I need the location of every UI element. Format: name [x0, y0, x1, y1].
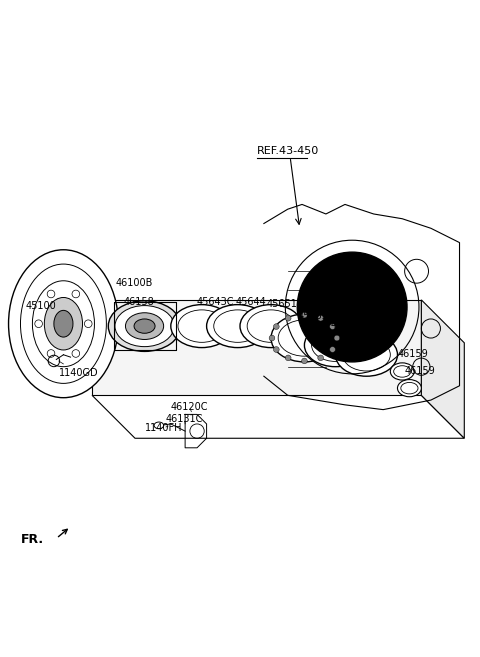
- Text: 45651C: 45651C: [266, 299, 304, 309]
- Text: 45100: 45100: [25, 302, 56, 311]
- Text: 46159: 46159: [397, 349, 428, 359]
- Ellipse shape: [397, 380, 421, 397]
- Text: FR.: FR.: [21, 533, 44, 546]
- Ellipse shape: [115, 306, 174, 347]
- Ellipse shape: [44, 298, 83, 350]
- Circle shape: [285, 315, 291, 321]
- Ellipse shape: [125, 313, 164, 340]
- Ellipse shape: [271, 314, 338, 362]
- Ellipse shape: [240, 305, 302, 348]
- Ellipse shape: [390, 363, 414, 380]
- Ellipse shape: [336, 333, 397, 376]
- Text: 46159: 46159: [405, 366, 435, 376]
- Ellipse shape: [206, 305, 269, 348]
- Ellipse shape: [9, 250, 118, 397]
- Circle shape: [274, 324, 279, 329]
- Ellipse shape: [108, 301, 181, 351]
- Circle shape: [330, 347, 336, 352]
- Circle shape: [274, 347, 279, 352]
- Text: 46158: 46158: [123, 297, 154, 307]
- Circle shape: [334, 335, 340, 341]
- Circle shape: [301, 358, 307, 364]
- Text: 46131C: 46131C: [166, 413, 204, 424]
- Text: 45643C: 45643C: [197, 297, 235, 307]
- Text: 45651B: 45651B: [362, 330, 399, 340]
- Ellipse shape: [114, 305, 176, 348]
- Circle shape: [318, 315, 324, 321]
- Polygon shape: [92, 300, 421, 396]
- FancyArrowPatch shape: [59, 530, 67, 537]
- Text: 1140FH: 1140FH: [144, 423, 182, 433]
- Text: 1140GD: 1140GD: [59, 361, 98, 378]
- Text: 46100B: 46100B: [116, 277, 153, 288]
- Polygon shape: [421, 300, 464, 438]
- Circle shape: [297, 252, 407, 362]
- Ellipse shape: [304, 324, 366, 367]
- Circle shape: [269, 335, 275, 341]
- Circle shape: [330, 324, 336, 329]
- Circle shape: [301, 312, 307, 318]
- Text: 45644: 45644: [235, 297, 266, 307]
- Circle shape: [285, 355, 291, 361]
- Text: 45685A: 45685A: [297, 311, 335, 321]
- Text: 46120C: 46120C: [171, 401, 208, 412]
- Ellipse shape: [171, 305, 233, 348]
- Polygon shape: [92, 396, 464, 438]
- Text: 45679: 45679: [331, 321, 361, 330]
- Circle shape: [318, 355, 324, 361]
- Ellipse shape: [54, 310, 73, 337]
- Text: REF.43-450: REF.43-450: [257, 147, 319, 156]
- Ellipse shape: [134, 319, 155, 333]
